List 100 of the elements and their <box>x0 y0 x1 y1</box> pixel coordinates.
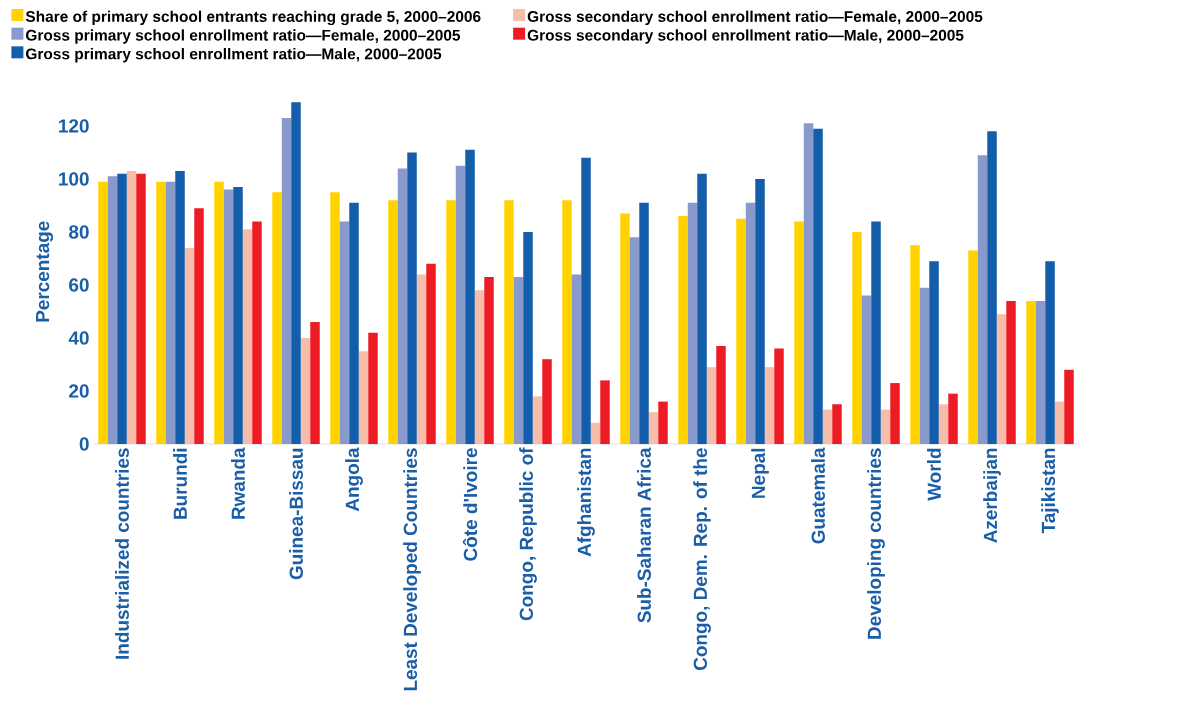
x-tick-label: Nepal <box>751 448 769 498</box>
bar <box>736 218 746 444</box>
y-tick-label: 60 <box>69 278 89 292</box>
bar <box>223 189 234 444</box>
legend-label: Gross secondary school enrollment ratio—Male, 2000–2005 <box>527 29 964 44</box>
x-tick-label: World <box>927 448 941 501</box>
x-tick-label: Least Developed Countries <box>403 448 421 691</box>
bar <box>929 261 939 444</box>
bar <box>639 202 649 444</box>
bar <box>523 232 533 444</box>
bar <box>813 128 823 444</box>
bar <box>581 157 591 444</box>
y-tick-label: 0 <box>79 437 89 451</box>
bar <box>977 155 988 444</box>
bar <box>532 396 543 444</box>
bar <box>474 290 485 444</box>
y-axis-title: Percentage <box>36 221 54 322</box>
bar <box>678 216 688 444</box>
bar <box>291 102 301 444</box>
y-tick-label: 20 <box>69 384 89 398</box>
x-tick-label: Afghanistan <box>577 448 595 557</box>
bar <box>1035 300 1046 444</box>
bar <box>600 380 610 444</box>
bar <box>919 287 930 444</box>
bar <box>648 412 659 444</box>
x-tick-label: Côte d'Ivoire <box>462 448 478 561</box>
bar <box>745 202 756 444</box>
bar <box>629 237 640 444</box>
legend-label: Gross primary school enrollment ratio—Female, 2000–2005 <box>26 29 461 44</box>
bar <box>1006 300 1016 444</box>
bar <box>755 179 765 444</box>
legend-label: Share of primary school entrants reaching grade 5, 2000–2006 <box>25 10 481 26</box>
x-tick-label: Congo, Dem. Rep. of the <box>693 448 711 671</box>
bar <box>590 422 601 444</box>
bar <box>272 192 282 444</box>
bar <box>165 181 176 444</box>
bar <box>310 322 320 444</box>
x-tick-label: Sub-Saharan Africa <box>637 447 651 623</box>
bar <box>426 263 436 444</box>
bar <box>484 277 494 444</box>
y-tick-label: 40 <box>68 331 89 345</box>
legend-label: Gross secondary school enrollment ratio—Female, 2000–2005 <box>527 10 983 26</box>
x-tick-label: Tajikistan <box>1041 448 1059 534</box>
bar <box>136 173 146 444</box>
bar <box>214 181 224 444</box>
bar <box>156 181 166 444</box>
bar <box>852 232 862 444</box>
bar <box>562 200 572 444</box>
bar <box>446 200 456 444</box>
bar <box>368 332 378 444</box>
bar <box>620 213 630 444</box>
bar <box>542 359 552 444</box>
y-tick-label: 120 <box>59 119 89 133</box>
x-tick-label: Azerbaijan <box>983 448 1001 543</box>
bar <box>330 192 340 444</box>
bar <box>397 168 408 444</box>
bar <box>1054 401 1065 444</box>
bar <box>822 409 833 444</box>
bar <box>687 202 698 444</box>
bar <box>349 202 359 444</box>
bar <box>571 274 582 444</box>
y-tick-label: 100 <box>59 172 89 186</box>
x-tick-label: Guatemala <box>811 447 825 544</box>
bar <box>107 176 118 444</box>
bar <box>242 229 253 444</box>
bar <box>880 409 891 444</box>
bar <box>774 348 784 444</box>
bar <box>794 221 804 444</box>
bar <box>658 401 668 444</box>
bar <box>996 314 1007 444</box>
bar <box>98 181 108 444</box>
bar <box>252 221 262 444</box>
x-tick-label: Angola <box>345 447 363 512</box>
bar <box>407 152 417 444</box>
bar <box>465 149 475 444</box>
x-tick-label: Industrialized countries <box>115 448 129 659</box>
bar <box>948 393 958 444</box>
bar <box>281 118 292 444</box>
y-tick-label: 80 <box>69 225 89 239</box>
bar <box>803 123 814 444</box>
bar <box>416 274 427 444</box>
bar <box>388 200 398 444</box>
bar <box>358 351 369 444</box>
bar <box>455 165 466 444</box>
bar <box>194 208 204 444</box>
bar <box>890 383 900 444</box>
bar <box>1064 369 1074 444</box>
x-tick-label: Developing countries <box>867 448 885 639</box>
bar <box>910 245 920 444</box>
bar <box>300 338 311 444</box>
bar <box>832 404 842 444</box>
legend-label: Gross primary school enrollment ratio—Male, 2000–2005 <box>26 48 442 63</box>
bar <box>938 404 949 444</box>
bar <box>233 186 243 444</box>
bar <box>716 345 726 444</box>
bar <box>513 277 524 444</box>
x-tick-label: Congo, Republic of <box>519 447 537 621</box>
bar <box>1045 261 1055 444</box>
bar <box>706 367 717 444</box>
bar <box>968 250 978 444</box>
